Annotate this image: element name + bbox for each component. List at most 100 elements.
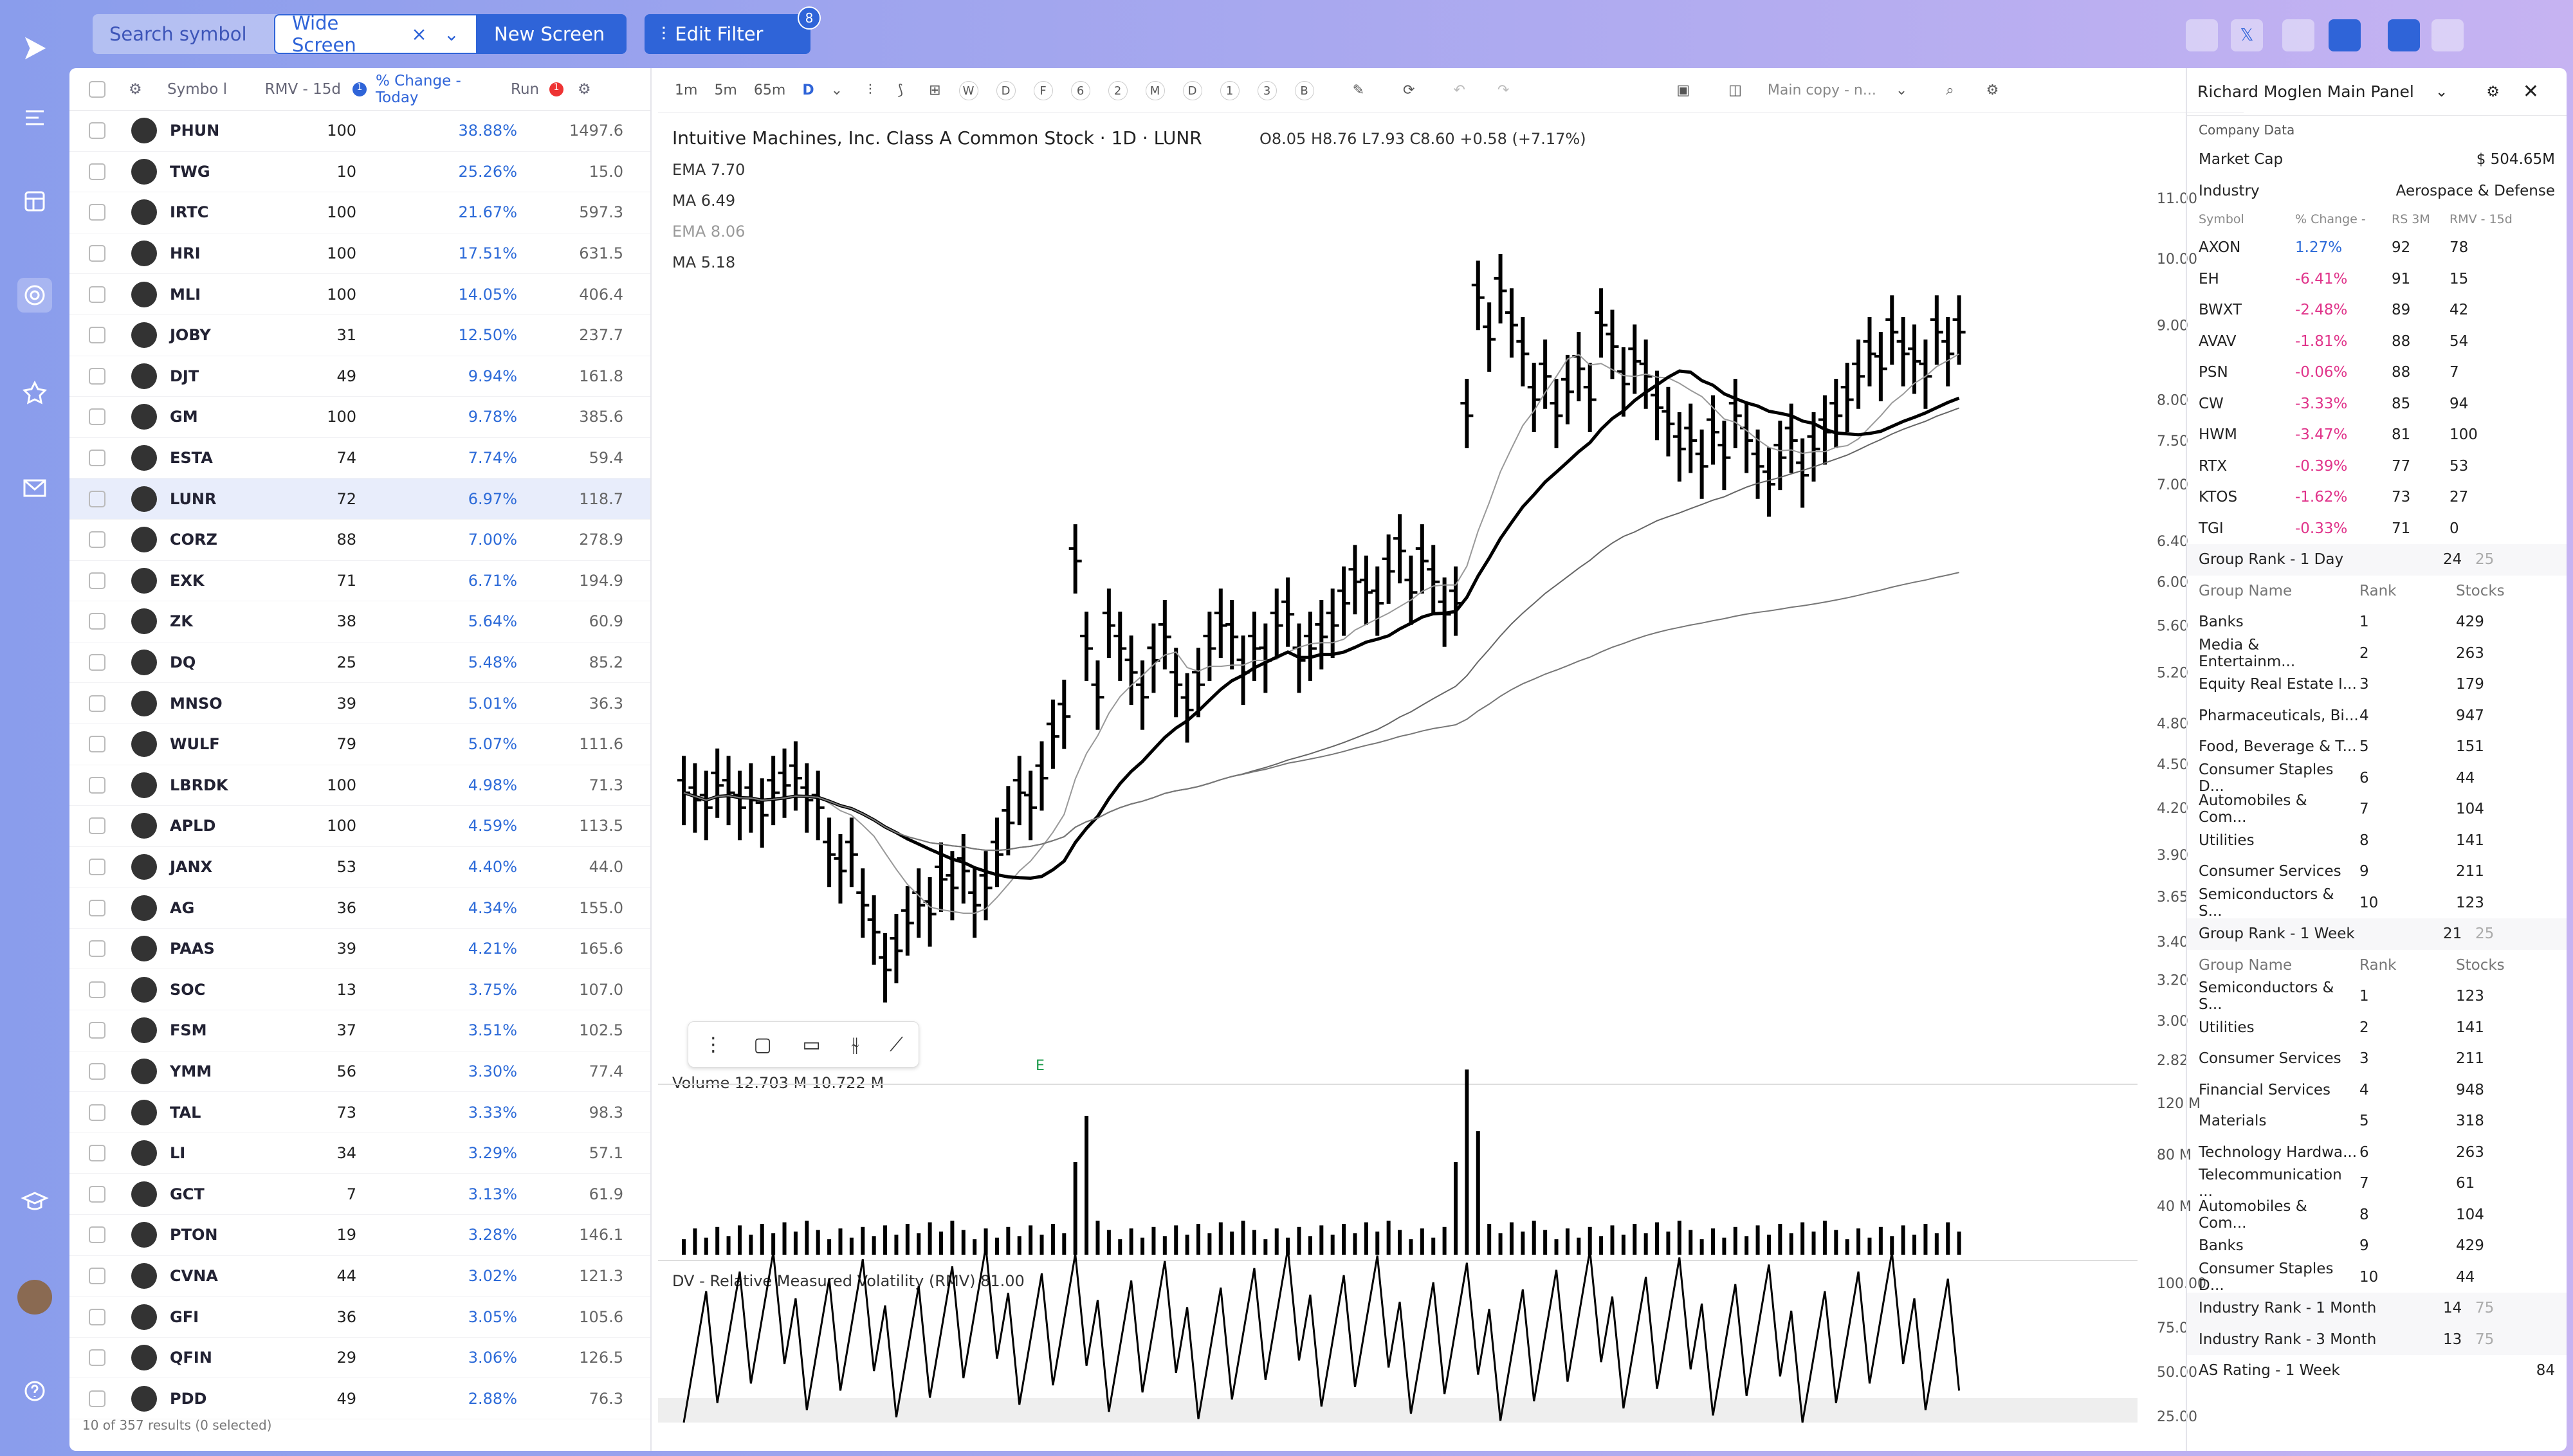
table-row[interactable]: HRI 100 17.51% 631.5 xyxy=(69,233,650,275)
layout-name[interactable]: Main copy - n... xyxy=(1767,82,1876,98)
column-run[interactable]: Run xyxy=(511,80,540,98)
row-symbol[interactable]: QFIN xyxy=(170,1349,212,1367)
group-row[interactable]: Automobiles & Com... 7 104 xyxy=(2187,792,2567,826)
row-checkbox[interactable] xyxy=(89,450,105,467)
row-checkbox[interactable] xyxy=(89,1062,105,1080)
table-row[interactable]: TWG 10 25.26% 15.0 xyxy=(69,152,650,193)
table-row[interactable]: QFIN 29 3.06% 126.5 xyxy=(69,1338,650,1379)
group-row[interactable]: Consumer Services 3 211 xyxy=(2187,1043,2567,1075)
group-row[interactable]: Consumer Staples D... 6 44 xyxy=(2187,761,2567,795)
row-checkbox[interactable] xyxy=(89,286,105,303)
row-symbol[interactable]: PAAS xyxy=(170,940,215,958)
chevron-down-icon[interactable]: ⌄ xyxy=(830,82,843,98)
group-column[interactable]: Group Name xyxy=(2199,582,2293,599)
table-row[interactable]: ZK 38 5.64% 60.9 xyxy=(69,601,650,642)
table-row[interactable]: APLD 100 4.59% 113.5 xyxy=(69,806,650,847)
table-row[interactable]: LBRDK 100 4.98% 71.3 xyxy=(69,765,650,806)
period-button[interactable]: D xyxy=(1182,80,1202,100)
panel-icon[interactable]: ◫ xyxy=(1728,82,1742,98)
period-button[interactable]: W xyxy=(958,80,978,100)
line-tool-icon[interactable]: ⟋ xyxy=(890,1033,904,1056)
group-row[interactable]: Utilities 2 141 xyxy=(2187,1012,2567,1044)
group-rank-header[interactable]: Group Rank - 1 Day 24 25 xyxy=(2187,544,2567,576)
education-icon[interactable] xyxy=(17,1183,52,1218)
peer-column[interactable]: % Change - xyxy=(2295,212,2366,226)
row-symbol[interactable]: GCT xyxy=(170,1185,205,1203)
row-symbol[interactable]: ZK xyxy=(170,612,193,631)
group-row[interactable]: Telecommunication ... 7 61 xyxy=(2187,1167,2567,1200)
edit-filter-button[interactable]: ⫶ Edit Filter xyxy=(645,14,810,54)
select-all-checkbox[interactable] xyxy=(89,80,105,98)
group-rank-header[interactable]: Industry Rank - 3 Month 13 75 xyxy=(2187,1324,2567,1355)
peer-row[interactable]: PSN -0.06% 88 7 xyxy=(2187,357,2567,388)
drag-handle-icon[interactable]: ⋮ xyxy=(703,1033,723,1056)
row-symbol[interactable]: LBRDK xyxy=(170,776,228,794)
group-row[interactable]: Equity Real Estate I... 3 179 xyxy=(2187,669,2567,700)
peer-row[interactable]: CW -3.33% 85 94 xyxy=(2187,388,2567,420)
group-row[interactable]: Materials 5 318 xyxy=(2187,1106,2567,1137)
row-symbol[interactable]: MLI xyxy=(170,285,201,304)
panel-settings-icon[interactable]: ⚙ xyxy=(2486,83,2500,100)
group-row[interactable]: Banks 1 429 xyxy=(2187,606,2567,638)
price-chart[interactable]: Intuitive Machines, Inc. Class A Common … xyxy=(658,113,2244,1451)
indicators-icon[interactable]: ⟆ xyxy=(897,82,904,98)
table-row[interactable]: FSM 37 3.51% 102.5 xyxy=(69,1010,650,1051)
column-symbol[interactable]: Symbo l xyxy=(167,80,227,98)
row-checkbox[interactable] xyxy=(89,572,105,589)
search-symbol-button[interactable]: Search symbol xyxy=(93,14,284,54)
help-icon[interactable] xyxy=(17,1374,52,1408)
peer-row[interactable]: EH -6.41% 91 15 xyxy=(2187,264,2567,295)
group-rank-header[interactable]: Industry Rank - 1 Month 14 75 xyxy=(2187,1293,2567,1324)
row-symbol[interactable]: CVNA xyxy=(170,1266,218,1285)
earnings-marker[interactable]: E xyxy=(1036,1058,1045,1074)
close-icon[interactable]: × xyxy=(411,23,427,45)
row-symbol[interactable]: WULF xyxy=(170,735,220,754)
table-row[interactable]: CVNA 44 3.02% 121.3 xyxy=(69,1256,650,1297)
table-row[interactable]: MNSO 39 5.01% 36.3 xyxy=(69,683,650,724)
layout-icon[interactable] xyxy=(17,184,52,219)
row-checkbox[interactable] xyxy=(89,1390,105,1407)
new-screen-button[interactable]: New Screen xyxy=(477,14,627,54)
row-symbol[interactable]: MNSO xyxy=(170,694,223,713)
row-checkbox[interactable] xyxy=(89,695,105,712)
as-rating-row[interactable]: AS Rating - 1 Week 84 xyxy=(2187,1355,2567,1387)
group-row[interactable]: Automobiles & Com... 8 104 xyxy=(2187,1198,2567,1232)
peer-column[interactable]: RS 3M xyxy=(2392,212,2430,226)
row-symbol[interactable]: CORZ xyxy=(170,531,217,549)
table-row[interactable]: CORZ 88 7.00% 278.9 xyxy=(69,520,650,561)
row-symbol[interactable]: FSM xyxy=(170,1021,207,1040)
row-symbol[interactable]: PTON xyxy=(170,1226,218,1244)
table-row[interactable]: MLI 100 14.05% 406.4 xyxy=(69,274,650,315)
peer-row[interactable]: BWXT -2.48% 89 42 xyxy=(2187,295,2567,326)
x-social-icon[interactable]: 𝕏 xyxy=(2231,19,2263,51)
period-button[interactable]: 2 xyxy=(1108,80,1128,100)
column-change[interactable]: % Change - Today xyxy=(376,72,461,106)
avatar[interactable] xyxy=(17,1280,52,1315)
group-row[interactable]: Utilities 8 141 xyxy=(2187,825,2567,857)
period-button[interactable]: 6 xyxy=(1070,80,1090,100)
row-checkbox[interactable] xyxy=(89,1145,105,1162)
group-row[interactable]: Semiconductors & S... 1 123 xyxy=(2187,979,2567,1013)
group-column[interactable]: Group Name xyxy=(2199,956,2293,974)
row-symbol[interactable]: HRI xyxy=(170,244,201,263)
group-row[interactable]: Technology Hardwa... 6 263 xyxy=(2187,1137,2567,1169)
row-checkbox[interactable] xyxy=(89,858,105,875)
refresh-icon[interactable]: ⟳ xyxy=(1403,82,1415,98)
table-row[interactable]: YMM 56 3.30% 77.4 xyxy=(69,1051,650,1093)
app-logo-icon[interactable] xyxy=(17,31,52,66)
table-row[interactable]: GFI 36 3.05% 105.6 xyxy=(69,1297,650,1338)
peer-row[interactable]: AVAV -1.81% 88 54 xyxy=(2187,326,2567,358)
period-button[interactable]: 3 xyxy=(1257,80,1277,100)
table-row[interactable]: SOC 13 3.75% 107.0 xyxy=(69,969,650,1011)
chevron-down-icon[interactable]: ⌄ xyxy=(2435,83,2448,100)
group-column[interactable]: Rank xyxy=(2359,956,2397,974)
row-symbol[interactable]: GM xyxy=(170,408,198,426)
menu-icon[interactable] xyxy=(17,100,52,135)
row-checkbox[interactable] xyxy=(89,163,105,180)
group-column[interactable]: Stocks xyxy=(2456,956,2505,974)
table-row[interactable]: ESTA 74 7.74% 59.4 xyxy=(69,438,650,479)
table-row[interactable]: PHUN 100 38.88% 1497.6 xyxy=(69,111,650,152)
row-checkbox[interactable] xyxy=(89,981,105,998)
interval-1m[interactable]: 1m xyxy=(675,82,698,98)
line-chart-icon[interactable] xyxy=(2282,19,2314,51)
